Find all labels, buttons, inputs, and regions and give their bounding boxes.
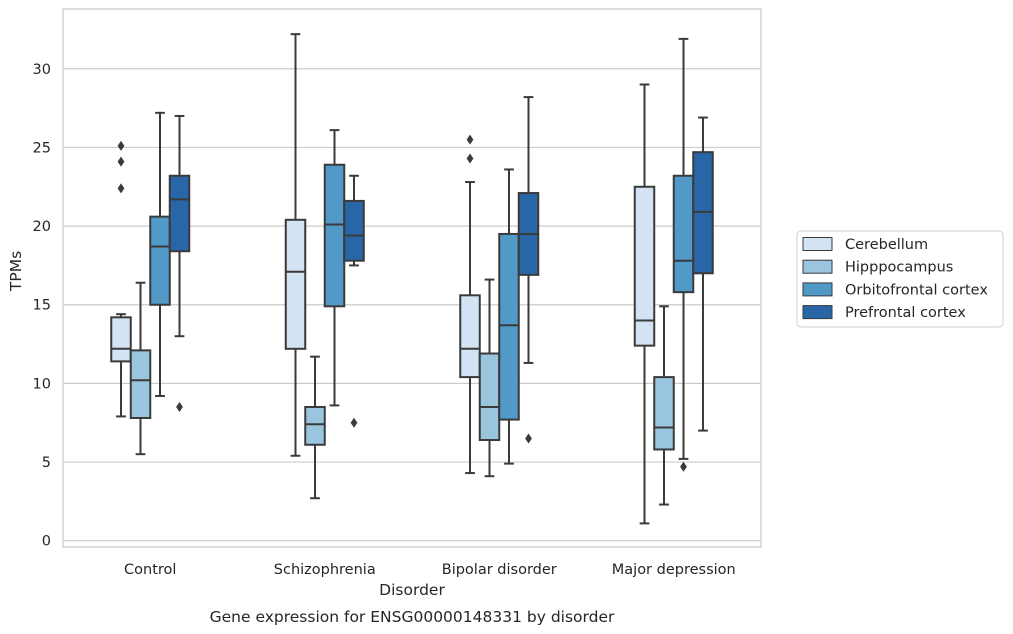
box-iqr <box>343 199 365 262</box>
y-tick-label: 0 <box>42 534 51 550</box>
outlier-point <box>525 433 532 444</box>
series-prefrontal-cortex <box>168 96 714 444</box>
box-plot <box>672 37 695 472</box>
legend-label: Prefrontal cortex <box>845 305 966 321</box>
y-axis-title: TPMs <box>7 251 25 292</box>
box-plot <box>304 355 326 500</box>
outlier-point <box>350 417 358 428</box>
chart-caption: Gene expression for ENSG00000148331 by d… <box>210 608 615 626</box>
box-iqr <box>168 174 191 253</box>
box-iqr <box>149 215 171 306</box>
outlier-point <box>680 461 687 472</box>
box-iqr <box>129 349 152 420</box>
box-plot <box>110 140 132 418</box>
y-tick-label: 15 <box>33 298 51 314</box>
y-tick-label: 5 <box>42 455 51 471</box>
legend-label: Orbitofrontal cortex <box>845 282 988 298</box>
box-plot <box>478 278 501 478</box>
box-iqr <box>323 163 346 308</box>
x-tick-label: Bipolar disorder <box>442 562 557 578</box>
x-tick-label: Control <box>124 562 176 578</box>
legend-swatch <box>802 282 833 297</box>
outlier-point <box>466 134 474 145</box>
box-iqr <box>459 294 481 379</box>
box-iqr <box>304 405 326 446</box>
box-plot <box>653 305 675 506</box>
legend-label: Hipppocampus <box>845 260 953 276</box>
box-iqr <box>498 232 520 421</box>
series-orbitofrontal-cortex <box>149 37 695 472</box>
box-plot <box>692 116 714 432</box>
legend-frame <box>796 230 1004 328</box>
outlier-point <box>176 401 183 412</box>
y-tick-label: 10 <box>33 376 51 392</box>
box-iqr <box>633 185 656 347</box>
outlier-point <box>117 183 125 194</box>
box-plot <box>149 111 171 397</box>
box-plot <box>498 168 520 465</box>
legend-swatch <box>802 305 833 320</box>
x-tick-label: Major depression <box>612 562 736 578</box>
box-plot <box>459 134 481 475</box>
legend-swatch <box>802 237 833 251</box>
box-series-layer <box>110 33 714 525</box>
box-iqr <box>478 352 501 442</box>
plot-area-frame <box>62 8 762 548</box>
legend: Cerebellum Hipppocampus Orbitofrontal cort… <box>796 230 1004 328</box>
series-hipppocampus <box>129 278 675 506</box>
box-plot <box>633 83 656 525</box>
outlier-point <box>117 156 125 167</box>
y-tick-label: 25 <box>33 140 51 156</box>
box-plot <box>168 114 191 412</box>
legend-label: Cerebellum <box>845 237 928 253</box>
outlier-point <box>117 140 125 151</box>
outlier-point <box>466 153 474 164</box>
box-iqr <box>284 218 307 350</box>
x-axis-title: Disorder <box>379 581 445 599</box>
box-plot <box>284 33 307 457</box>
x-tick-labels: Control Schizophrenia Bipolar disorder Majo… <box>124 562 736 578</box>
series-cerebellum <box>110 33 656 525</box>
box-plot <box>323 129 346 407</box>
x-tick-label: Schizophrenia <box>274 562 376 578</box>
y-tick-label: 30 <box>33 62 51 78</box>
box-iqr <box>110 316 132 363</box>
y-tick-labels: 0 5 10 15 20 25 30 <box>33 62 51 550</box>
legend-swatch <box>802 259 833 274</box>
y-tick-label: 20 <box>33 219 51 235</box>
box-plot <box>517 96 540 444</box>
box-iqr <box>653 376 675 451</box>
box-iqr <box>672 174 695 294</box>
box-plot <box>129 281 152 456</box>
box-plot <box>343 174 365 428</box>
